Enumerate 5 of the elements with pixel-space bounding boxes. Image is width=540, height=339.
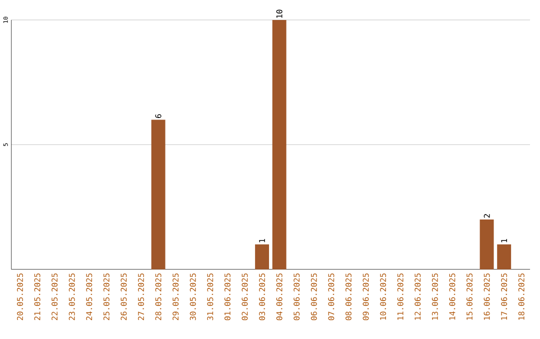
bar xyxy=(151,120,166,270)
bar xyxy=(480,219,494,270)
bar xyxy=(272,20,286,270)
bar xyxy=(497,244,512,270)
bar xyxy=(255,244,270,270)
